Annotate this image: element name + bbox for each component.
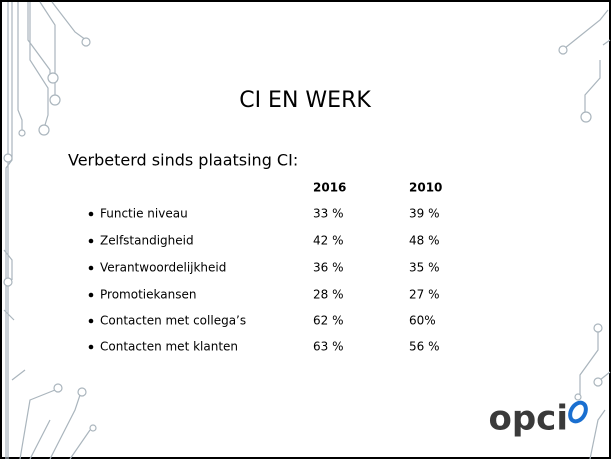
cell: 60% bbox=[409, 314, 436, 328]
bullet bbox=[88, 211, 94, 217]
row-label: Contacten met collega’s bbox=[100, 314, 246, 328]
cell: 42 % bbox=[313, 234, 344, 248]
cell: 28 % bbox=[313, 288, 344, 302]
cell: 62 % bbox=[313, 314, 344, 328]
bullet bbox=[88, 238, 94, 244]
slide-title: CI EN WERK bbox=[239, 88, 371, 113]
cell: 48 % bbox=[409, 234, 440, 248]
column-header: 2010 bbox=[409, 181, 442, 195]
decoration bbox=[3, 1, 611, 459]
cell: 33 % bbox=[313, 207, 344, 221]
cell: 56 % bbox=[409, 340, 440, 354]
logo: opci bbox=[488, 399, 588, 439]
row-label: Zelfstandigheid bbox=[100, 234, 194, 248]
row-label: Functie niveau bbox=[100, 207, 188, 221]
logo-text: opci bbox=[488, 399, 568, 439]
slide-subtitle: Verbeterd sinds plaatsing CI: bbox=[68, 151, 298, 170]
column-header: 2016 bbox=[313, 181, 346, 195]
cell: 63 % bbox=[313, 340, 344, 354]
logo-icon bbox=[568, 400, 588, 424]
bullet bbox=[88, 265, 94, 271]
bullet bbox=[88, 344, 94, 350]
cell: 35 % bbox=[409, 261, 440, 275]
cell: 27 % bbox=[409, 288, 440, 302]
row-label: Verantwoordelijkheid bbox=[100, 261, 226, 275]
bullet bbox=[88, 318, 94, 324]
cell: 36 % bbox=[313, 261, 344, 275]
row-label: Contacten met klanten bbox=[100, 340, 238, 354]
row-label: Promotiekansen bbox=[100, 288, 196, 302]
cell: 39 % bbox=[409, 207, 440, 221]
bullet bbox=[88, 292, 94, 298]
